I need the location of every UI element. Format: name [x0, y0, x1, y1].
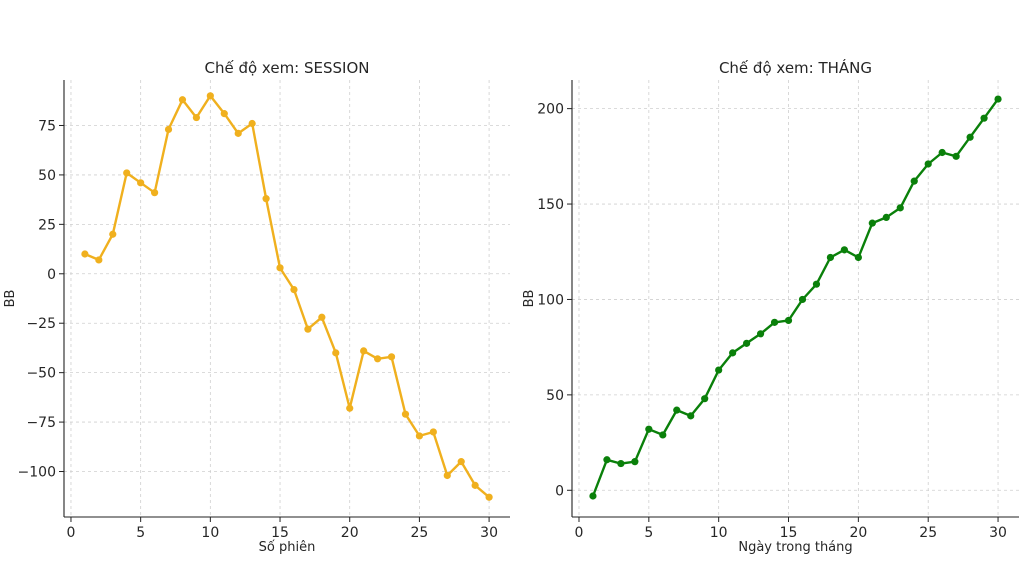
chart-1-point — [332, 349, 340, 357]
chart-2-series-line — [591, 97, 1000, 498]
chart-2-xtick-label: 0 — [575, 525, 584, 541]
chart-2-xtick-label: 5 — [644, 525, 653, 541]
chart-2-xtick-label: 10 — [710, 525, 728, 541]
chart-1-ytick-label: 25 — [38, 217, 56, 233]
chart-1-xtick-label: 20 — [341, 525, 359, 541]
chart-2-ytick-label: 0 — [555, 483, 564, 499]
chart-1-xtick-label: 30 — [480, 525, 498, 541]
chart-1-point — [360, 347, 368, 355]
chart-1-point — [387, 353, 396, 361]
chart-1-point — [290, 286, 298, 294]
chart-2-point — [952, 152, 960, 160]
chart-2-xtick-label: 25 — [919, 525, 937, 541]
chart-2-point — [756, 330, 765, 338]
chart-1-point — [276, 264, 284, 272]
chart-1-xtick-label: 25 — [410, 525, 428, 541]
chart-2-point — [938, 148, 946, 157]
chart-1-point — [137, 179, 145, 187]
chart-2-point — [603, 456, 611, 464]
chart-1-point — [248, 119, 256, 128]
chart-2-xtick-label: 15 — [780, 525, 798, 541]
chart-2: 0 5 10 15 20 25 30 0 50 100 150 200 Chế độ xem: THÁN… — [522, 58, 1019, 555]
chart-2-point — [854, 253, 862, 262]
chart-2-point — [687, 412, 695, 420]
chart-1-xtick-label: 5 — [136, 525, 145, 541]
chart-1-xtick-label: 0 — [67, 525, 76, 541]
chart-2-ytick-label: 200 — [537, 102, 564, 118]
chart-2-point — [910, 177, 918, 185]
chart-1-ytick-label: 0 — [47, 267, 56, 283]
chart-2-point — [924, 160, 932, 168]
chart-1-point — [123, 169, 131, 177]
chart-2-point — [589, 492, 597, 500]
chart-2-point — [673, 406, 681, 414]
chart-2-title: Chế độ xem: THÁNG — [719, 58, 872, 77]
chart-1-xlabel: Số phiên — [259, 540, 316, 555]
chart-1-point — [164, 125, 173, 134]
chart-1-ytick-label: −25 — [26, 316, 56, 332]
chart-2-point — [980, 114, 988, 122]
chart-1-point — [346, 404, 354, 412]
chart-2-point — [645, 425, 653, 433]
chart-1-point — [304, 325, 312, 333]
chart-1-point — [220, 110, 228, 118]
chart-1-point — [457, 458, 465, 466]
chart-2-point — [840, 246, 848, 254]
chart-1-xtick-label: 10 — [201, 525, 219, 541]
chart-1: 0 5 10 15 20 25 30 −100 −75 −50 −25 0 25 50 75 Chế độ x… — [3, 59, 510, 555]
chart-2-point — [617, 459, 625, 468]
chart-2-ylabel: BB — [522, 290, 537, 308]
chart-1-ytick-label: 50 — [38, 168, 56, 184]
chart-2-ytick-label: 150 — [537, 197, 564, 213]
chart-2-xtick-label: 20 — [849, 525, 867, 541]
chart-2-point — [784, 316, 793, 325]
chart-2-point — [896, 204, 904, 212]
chart-1-point — [318, 313, 326, 321]
chart-1-ytick-label: −75 — [26, 415, 56, 431]
chart-1-point — [95, 256, 103, 264]
chart-2-point — [966, 133, 974, 141]
chart-2-point — [812, 280, 821, 288]
chart-1-point — [234, 129, 242, 137]
chart-2-point — [729, 349, 737, 357]
chart-1-point — [262, 195, 270, 203]
chart-2-point — [659, 431, 667, 439]
chart-2-point — [715, 366, 723, 374]
chart-2-xtick-label: 30 — [989, 525, 1007, 541]
chart-1-point — [109, 230, 117, 238]
chart-2-point — [743, 339, 751, 347]
chart-1-point — [485, 493, 493, 501]
chart-1-point — [206, 92, 214, 100]
chart-1-series-line — [83, 94, 491, 499]
chart-2-ytick-label: 50 — [546, 388, 564, 404]
chart-1-ytick-label: 75 — [38, 118, 56, 134]
chart-1-xtick-label: 15 — [271, 525, 289, 541]
chart-1-point — [429, 428, 437, 436]
chart-2-ytick-label: 100 — [537, 292, 564, 308]
chart-1-ylabel: BB — [3, 290, 18, 308]
chart-1-point — [178, 96, 187, 104]
chart-2-xlabel: Ngày trong tháng — [738, 540, 852, 555]
chart-2-point — [826, 253, 835, 262]
chart-1-point — [415, 432, 424, 440]
chart-1-point — [150, 189, 159, 197]
chart-2-point — [631, 458, 639, 466]
chart-2-point — [770, 318, 779, 326]
chart-1-point — [401, 410, 410, 418]
chart-2-point — [994, 95, 1002, 103]
chart-1-point — [81, 250, 89, 258]
chart-2-point — [798, 295, 807, 304]
chart-2-point — [882, 213, 890, 221]
chart-1-point — [373, 355, 382, 363]
chart-1-point — [471, 481, 479, 489]
chart-1-title: Chế độ xem: SESSION — [204, 59, 369, 77]
chart-1-ytick-label: −50 — [26, 366, 56, 382]
chart-2-point — [701, 395, 709, 403]
chart-1-point — [192, 113, 201, 122]
chart-1-point — [443, 471, 451, 480]
chart-1-ytick-label: −100 — [18, 465, 56, 481]
chart-2-point — [868, 219, 876, 227]
